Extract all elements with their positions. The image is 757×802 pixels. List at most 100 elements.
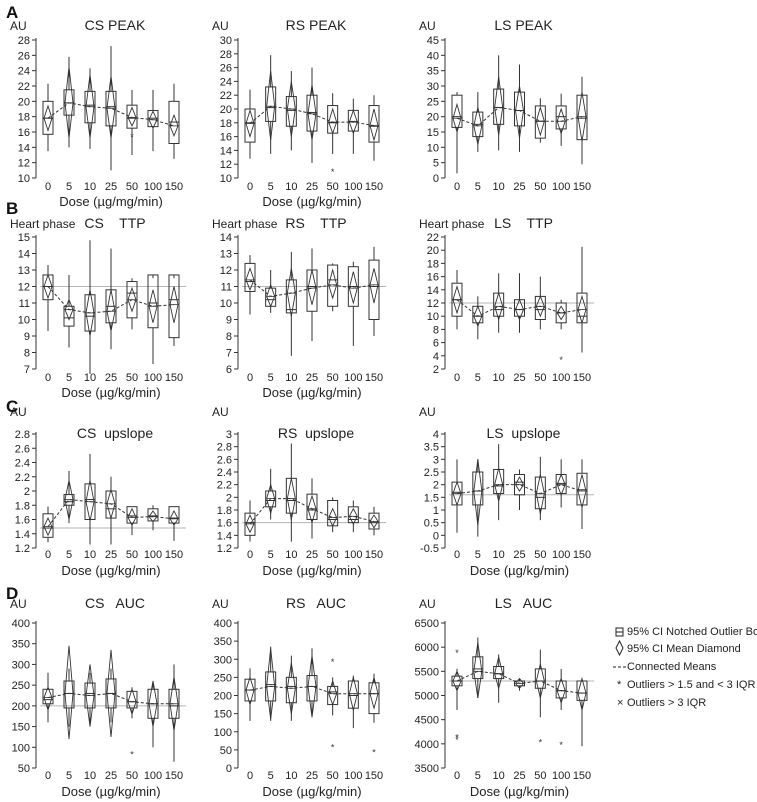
connected-means [456,670,583,694]
legend-diamond-icon [615,639,624,657]
outlier-mark: * [130,132,134,142]
y-tick-label: 9 [226,315,232,327]
box-group-50 [534,98,546,143]
box-group-0 [451,92,463,174]
mean-diamond [452,102,462,134]
box-group-10 [84,68,96,149]
box-group-0 [451,459,463,533]
mean-diamond [266,648,276,720]
y-tick-label: 20 [427,112,439,124]
y-tick-label: 20 [427,245,439,257]
x-tick-label: 150 [165,372,183,384]
mean-diamond [369,514,379,529]
mean-diamond [127,106,137,127]
y-tick-label: 14 [220,145,232,157]
x-tick-label: 10 [493,770,505,782]
y-tick-label: 2.2 [217,480,232,492]
mean-diamond [514,677,525,689]
iqr-box [244,512,256,536]
mean-diamond [473,107,483,145]
y-axis-title: AU [419,597,436,611]
y-tick-label: 1.8 [217,505,232,517]
y-tick-label: 0.5 [424,518,439,530]
mean-diamond [85,289,95,337]
iqr-box [368,105,380,143]
x-tick-label: 50 [126,181,138,193]
mean-diamond [106,649,116,737]
box-group-50: * [126,89,138,155]
x-tick-label: 25 [105,770,117,782]
box-group-5 [63,645,75,740]
box-group-100: * [555,668,567,750]
iqr-box [126,104,138,129]
mean-diamond [328,507,338,527]
x-tick-label: 10 [285,181,297,193]
box-group-150 [576,76,588,165]
mean-diamond [473,642,483,698]
connected-means [47,102,175,127]
x-tick-label: 50 [126,770,138,782]
box-group-5 [63,471,75,524]
iqr-box [168,688,180,719]
box-group-5 [472,92,484,152]
y-tick-label: 2.5 [424,467,439,479]
box-group-100: * [555,299,567,365]
y-tick-label: 350 [214,636,232,648]
mean-diamond [106,75,116,139]
x-axis-title: Dose (µg/kg/min) [262,385,361,400]
box-group-150 [168,664,180,762]
mean-diamond [266,70,276,141]
y-tick-label: 2.6 [15,443,30,455]
mean-diamond [64,645,74,740]
y-tick-label: 9 [24,331,30,343]
box-group-0 [42,83,54,152]
y-axis-title: AU [212,405,229,419]
x-axis-title: Dose (µg/kg/min) [61,563,160,578]
y-tick-label: 200 [12,701,30,713]
mean-diamond [245,266,255,292]
mean-diamond [515,85,524,139]
y-tick-label: 18 [220,118,232,130]
x-axis-title: Dose (µg/kg/min) [262,784,361,799]
mean-diamond [494,656,504,690]
y-tick-label: 10 [220,173,232,185]
x-tick-label: 5 [66,770,72,782]
mean-diamond [127,507,137,527]
y-tick-label: 18 [427,258,439,270]
iqr-box [285,279,297,314]
y-tick-label: 4500 [415,715,439,727]
mean-diamond [348,677,358,711]
box-group-100 [347,675,359,729]
y-tick-label: 2 [433,364,439,376]
outlier-mark: * [455,733,459,743]
box-group-10 [84,240,96,374]
x-tick-label: 10 [493,549,505,561]
y-tick-label: 26 [220,63,232,75]
box-group-50 [126,506,138,536]
mean-diamond [64,66,74,139]
legend-outlier-extreme-icon: × [617,697,623,709]
y-tick-label: 2.4 [15,458,30,470]
iqr-box [105,90,117,127]
mean-diamond [515,298,524,321]
mean-diamond [535,105,545,137]
y-tick-label: 6500 [415,618,439,630]
mean-diamond [556,107,566,135]
x-tick-label: 150 [573,181,591,193]
panel-label-b: B [6,199,18,218]
iqr-box [576,680,588,701]
x-tick-label: 5 [475,372,481,384]
y-axis-title: Heart phase [419,217,485,231]
y-tick-label: 2.6 [217,454,232,466]
x-tick-label: 100 [144,770,162,782]
chart-title: LS PEAK [494,17,553,33]
iqr-box [347,506,359,524]
outlier-mark: * [455,735,459,745]
box-group-150 [168,506,180,541]
outlier-mark: * [331,657,335,667]
iqr-box [368,512,380,530]
